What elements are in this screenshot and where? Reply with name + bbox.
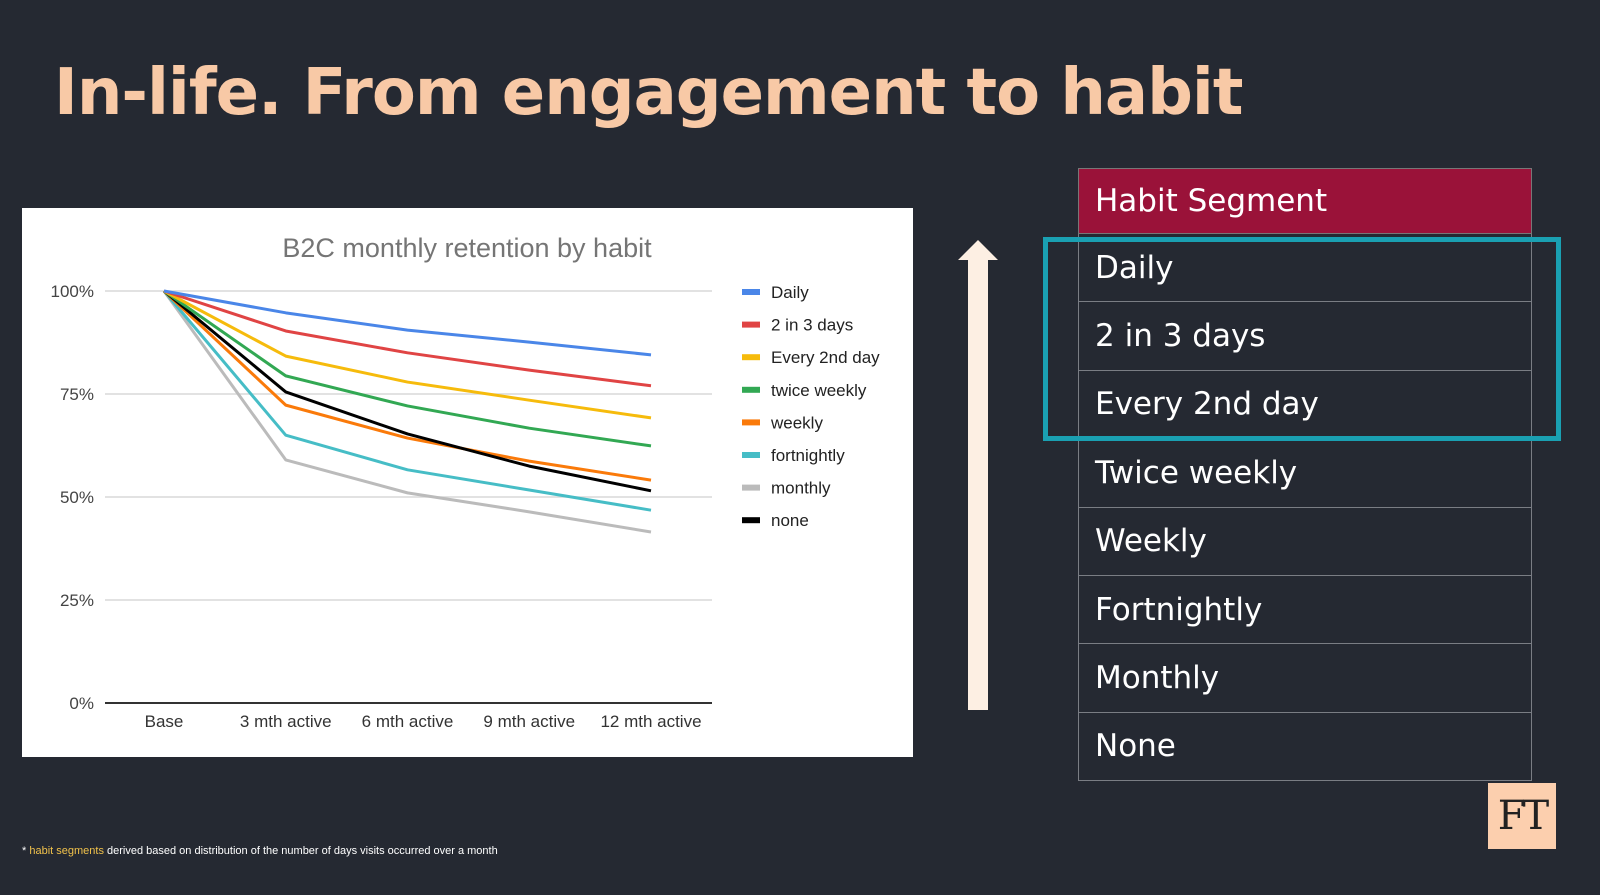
- legend-swatch: [742, 321, 760, 328]
- x-tick-label: 9 mth active: [483, 712, 575, 731]
- series-line-weekly: [162, 289, 652, 482]
- y-tick-label: 25%: [60, 591, 94, 610]
- footnote-star: *: [22, 845, 27, 857]
- legend-label: Daily: [771, 283, 809, 302]
- table-row: None: [1078, 712, 1532, 782]
- series-line-twice-weekly: [163, 289, 652, 448]
- y-tick-label: 0%: [69, 694, 94, 713]
- table-row: Twice weekly: [1078, 439, 1532, 508]
- retention-chart: B2C monthly retention by habit 0% 25% 50% 7…: [22, 208, 913, 757]
- legend-swatch: [742, 419, 760, 426]
- legend-swatch: [742, 517, 760, 524]
- chart-svg: B2C monthly retention by habit 0% 25% 50% 7…: [51, 233, 881, 731]
- highlight-box: [1043, 237, 1561, 441]
- x-tick-label: 3 mth active: [240, 712, 332, 731]
- table-row: Weekly: [1078, 507, 1532, 576]
- y-tick-label: 100%: [51, 282, 94, 301]
- ft-logo: FT: [1488, 783, 1556, 849]
- page-title: In-life. From engagement to habit: [54, 56, 1243, 130]
- x-tick-label: Base: [145, 712, 184, 731]
- series-line-none: [163, 289, 652, 493]
- table-header: Habit Segment: [1078, 168, 1532, 234]
- footnote: * habit segments derived based on distri…: [22, 845, 498, 857]
- legend-label: Every 2nd day: [771, 348, 880, 367]
- legend-swatch: [742, 452, 760, 458]
- legend-label: monthly: [771, 479, 831, 498]
- x-tick-label: 6 mth active: [362, 712, 454, 731]
- legend-swatch: [742, 484, 760, 491]
- legend-label: weekly: [770, 413, 823, 432]
- series-line-monthly: [162, 290, 652, 534]
- series-line-2-in-3-days: [163, 289, 652, 388]
- table-row: Fortnightly: [1078, 575, 1532, 645]
- legend-swatch: [742, 289, 760, 295]
- up-arrow-icon: [958, 240, 998, 710]
- table-row: Monthly: [1078, 644, 1532, 713]
- footnote-text: derived based on distribution of the num…: [103, 845, 498, 857]
- x-tick-label: 12 mth active: [600, 712, 701, 731]
- legend-label: none: [771, 511, 809, 530]
- legend-swatch: [742, 354, 760, 361]
- footnote-highlight: habit segments: [29, 845, 104, 857]
- series-line-fortnightly: [162, 290, 652, 512]
- series-line-daily: [163, 289, 652, 357]
- y-tick-label: 50%: [60, 488, 94, 507]
- habit-segment-table: Habit Segment Daily 2 in 3 days Every 2nd …: [1078, 168, 1532, 782]
- series-line-every-2nd-day: [163, 289, 652, 420]
- table-row: 2 in 3 days: [1078, 302, 1532, 371]
- legend-label: twice weekly: [771, 381, 867, 400]
- legend-label: 2 in 3 days: [771, 316, 853, 335]
- legend-swatch: [742, 386, 760, 393]
- y-tick-label: 75%: [60, 385, 94, 404]
- legend-label: fortnightly: [771, 446, 845, 465]
- table-row: Daily: [1078, 234, 1532, 303]
- chart-title: B2C monthly retention by habit: [282, 233, 652, 263]
